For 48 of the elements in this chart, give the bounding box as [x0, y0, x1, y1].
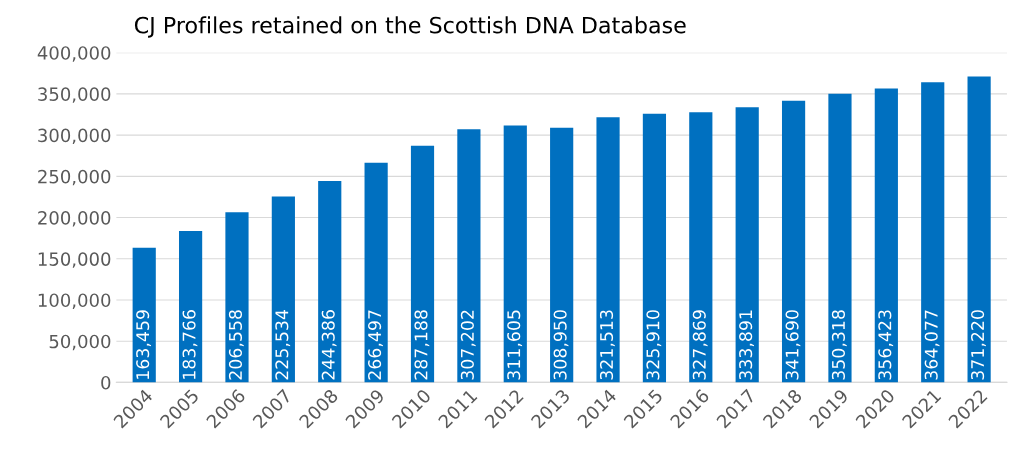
bar — [921, 82, 945, 383]
data-label: 287,188 — [414, 310, 430, 380]
bar — [781, 100, 806, 383]
data-label: 321,513 — [599, 310, 615, 380]
bar — [364, 162, 388, 383]
data-label: 333,891 — [739, 310, 754, 380]
y-tick-label: 50,000 — [49, 334, 111, 351]
bar — [225, 212, 249, 383]
y-tick-label: 0 — [101, 375, 111, 390]
bar — [410, 145, 435, 383]
data-label: 206,558 — [228, 310, 244, 380]
chart-title: CJ Profiles retained on the Scottish DNA Database — [134, 16, 686, 38]
y-tick-label: 200,000 — [38, 211, 111, 227]
y-tick-label: 300,000 — [38, 128, 111, 145]
bar — [828, 93, 852, 383]
bar — [642, 113, 667, 383]
data-label: 341,690 — [785, 310, 801, 380]
data-label: 325,910 — [646, 310, 662, 380]
bar — [735, 107, 759, 383]
y-tick-label: 150,000 — [38, 252, 111, 268]
data-label: 244,386 — [321, 310, 337, 380]
data-label: 266,497 — [368, 310, 383, 380]
data-label: 311,605 — [507, 310, 523, 380]
bar — [550, 127, 574, 383]
data-label: 163,459 — [136, 310, 152, 379]
data-label: 364,077 — [924, 310, 940, 380]
data-label: 307,202 — [460, 310, 476, 380]
data-label: 225,534 — [275, 309, 291, 380]
bar — [271, 196, 295, 383]
y-tick-label: 400,000 — [37, 46, 111, 62]
data-label: 350,318 — [831, 310, 847, 380]
data-label: 356,423 — [878, 310, 894, 380]
y-tick-label: 350,000 — [38, 87, 111, 103]
y-tick-label: 100,000 — [38, 293, 111, 309]
bar — [457, 129, 481, 383]
data-label: 308,950 — [553, 310, 569, 380]
bar — [967, 76, 991, 383]
data-label: 327,869 — [692, 310, 708, 380]
bar — [689, 112, 713, 383]
bar — [874, 88, 898, 383]
bar — [318, 180, 342, 383]
bar — [132, 247, 156, 383]
data-label: 371,220 — [971, 310, 986, 380]
data-label: 183,766 — [182, 310, 198, 379]
bar — [503, 125, 527, 383]
bar — [179, 230, 203, 383]
y-tick-label: 250,000 — [38, 169, 111, 186]
bar — [596, 117, 620, 383]
